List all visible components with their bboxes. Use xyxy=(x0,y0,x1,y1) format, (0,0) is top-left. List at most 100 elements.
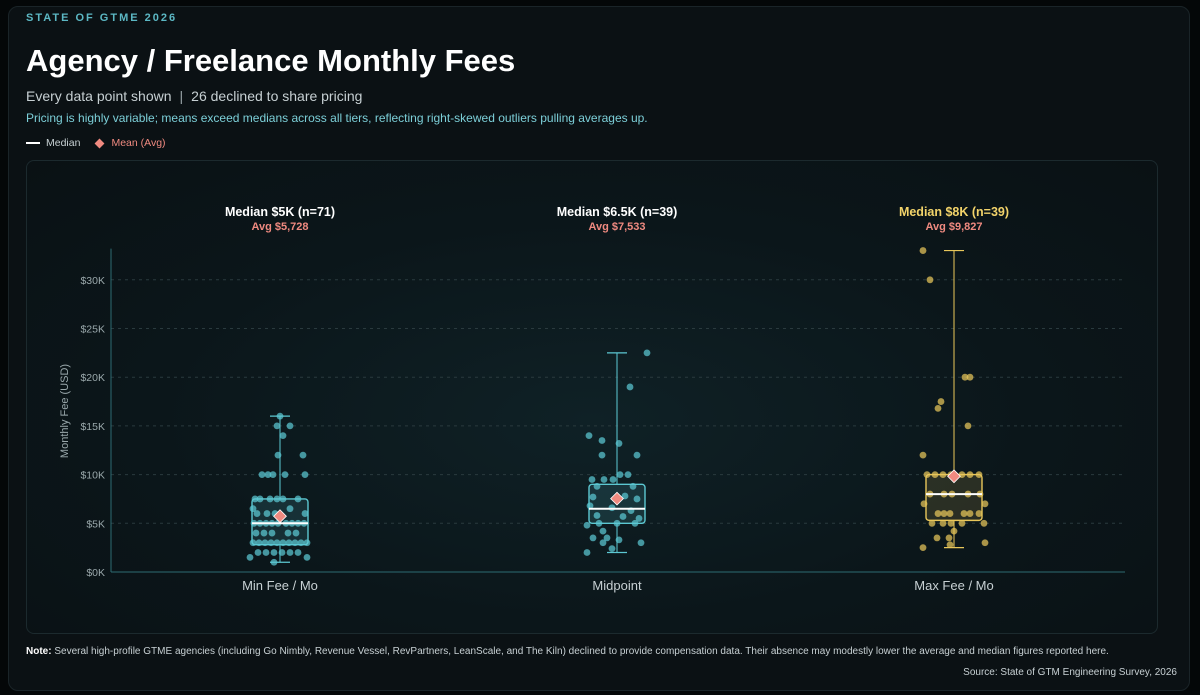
data-point xyxy=(294,495,302,503)
data-point xyxy=(629,482,637,490)
data-point xyxy=(583,521,591,529)
data-point xyxy=(251,495,259,503)
group-header-label: Median $6.5K (n=39) xyxy=(557,205,678,219)
data-point xyxy=(923,471,931,478)
data-point xyxy=(286,422,294,430)
data-point xyxy=(276,412,284,420)
y-tick-label: $20K xyxy=(80,372,105,384)
data-point xyxy=(603,534,611,542)
x-category-label: Max Fee / Mo xyxy=(914,578,993,593)
subtitle-left: Every data point shown xyxy=(26,88,172,104)
data-point xyxy=(931,471,939,478)
y-tick-label: $10K xyxy=(80,470,105,482)
data-point xyxy=(270,558,278,566)
data-point xyxy=(279,539,287,547)
data-point xyxy=(286,549,294,556)
mean-marker xyxy=(273,509,287,524)
data-point xyxy=(279,495,287,503)
y-tick-label: $30K xyxy=(80,275,105,287)
data-point xyxy=(934,404,942,412)
data-point xyxy=(975,471,983,478)
data-point xyxy=(947,519,955,527)
data-point xyxy=(249,539,257,547)
data-point xyxy=(583,549,591,556)
data-point xyxy=(615,440,623,447)
data-point xyxy=(588,476,596,483)
data-point xyxy=(928,519,936,527)
y-tick-label: $15K xyxy=(80,421,105,433)
legend-median-label: Median xyxy=(46,137,81,149)
data-point xyxy=(253,510,261,517)
legend-mean-label: Mean (Avg) xyxy=(111,137,166,149)
data-point xyxy=(919,451,927,459)
data-point xyxy=(637,539,645,547)
data-point xyxy=(945,534,953,542)
data-point xyxy=(261,539,269,547)
group-header-label: Median $8K (n=39) xyxy=(899,205,1009,219)
chart-panel xyxy=(26,160,1158,634)
group-avg-label: Avg $9,827 xyxy=(925,221,982,233)
data-point xyxy=(980,519,988,527)
data-point xyxy=(279,432,287,440)
data-point xyxy=(294,549,302,556)
data-point xyxy=(273,422,281,430)
data-point xyxy=(981,500,989,508)
data-point xyxy=(958,519,966,527)
data-point xyxy=(268,529,276,537)
data-point xyxy=(933,534,941,542)
data-point xyxy=(615,536,623,544)
data-point xyxy=(266,495,274,503)
data-point xyxy=(256,495,264,503)
data-point xyxy=(258,471,266,478)
data-point xyxy=(950,527,958,535)
data-point xyxy=(966,510,974,517)
data-point xyxy=(966,373,974,381)
data-point xyxy=(593,482,601,490)
data-point xyxy=(626,383,634,391)
data-point xyxy=(303,553,311,561)
data-point xyxy=(633,495,641,503)
data-point xyxy=(966,471,974,478)
data-point xyxy=(254,549,262,556)
data-point xyxy=(643,349,651,357)
median-line-swatch xyxy=(26,142,40,144)
x-category-label: Min Fee / Mo xyxy=(242,578,318,593)
data-point xyxy=(926,276,934,284)
mean-marker xyxy=(610,491,624,506)
data-point xyxy=(964,422,972,430)
chart-legend: Median Mean (Avg) xyxy=(26,137,166,149)
group-avg-label: Avg $7,533 xyxy=(588,221,645,233)
group-header-label: Median $5K (n=71) xyxy=(225,205,335,219)
data-point xyxy=(291,539,299,547)
page-title: Agency / Freelance Monthly Fees xyxy=(26,43,516,78)
data-point xyxy=(624,471,632,478)
data-point xyxy=(946,541,954,549)
data-point xyxy=(278,549,286,556)
data-point xyxy=(589,534,597,542)
data-point xyxy=(269,471,277,478)
y-tick-label: $25K xyxy=(80,324,105,336)
data-point xyxy=(593,512,601,519)
data-point xyxy=(961,373,969,381)
data-point xyxy=(609,476,617,483)
data-point xyxy=(297,539,305,547)
data-point xyxy=(273,539,281,547)
report-kicker: STATE OF GTME 2026 xyxy=(26,12,178,24)
data-point xyxy=(599,527,607,535)
data-point xyxy=(946,510,954,517)
data-point xyxy=(246,553,254,561)
data-point xyxy=(595,519,603,527)
data-point xyxy=(303,539,311,547)
data-point xyxy=(586,502,594,510)
chart-insight: Pricing is highly variable; means exceed… xyxy=(26,111,648,125)
data-point xyxy=(284,529,292,537)
data-point xyxy=(281,471,289,478)
data-point xyxy=(631,519,639,527)
data-point xyxy=(262,549,270,556)
legend-item-mean: Mean (Avg) xyxy=(95,137,166,149)
data-point xyxy=(621,492,629,500)
data-point xyxy=(937,398,945,405)
data-point xyxy=(598,451,606,459)
mean-marker xyxy=(947,469,961,484)
